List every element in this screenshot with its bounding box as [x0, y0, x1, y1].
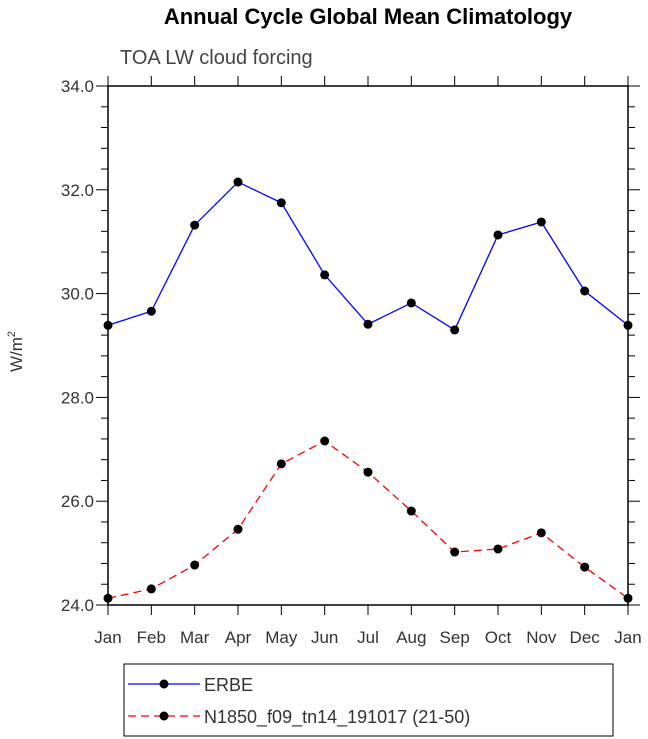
- legend-marker: [159, 711, 169, 721]
- data-point: [536, 217, 546, 227]
- series-line-0: [107, 181, 629, 331]
- chart-title: Annual Cycle Global Mean Climatology: [164, 4, 573, 29]
- data-point: [580, 562, 590, 572]
- data-point: [363, 319, 373, 329]
- x-tick-label: May: [265, 628, 298, 647]
- y-tick-label: 26.0: [61, 492, 94, 511]
- data-point: [493, 230, 503, 240]
- x-tick-label: Jan: [614, 628, 641, 647]
- y-tick-label: 24.0: [61, 596, 94, 615]
- data-point: [450, 547, 460, 557]
- data-point: [406, 506, 416, 516]
- data-point: [276, 198, 286, 208]
- x-tick-label: Jan: [94, 628, 121, 647]
- legend-label: ERBE: [204, 675, 253, 695]
- x-tick-label: Jun: [311, 628, 338, 647]
- legend-box: [123, 663, 614, 737]
- data-point: [233, 524, 243, 534]
- x-tick-label: Feb: [137, 628, 166, 647]
- data-point: [623, 593, 633, 603]
- x-tick-label: Jul: [357, 628, 379, 647]
- data-point: [320, 436, 330, 446]
- data-point: [580, 286, 590, 296]
- data-point: [190, 560, 200, 570]
- data-point: [103, 320, 113, 330]
- y-axis-label: W/m2: [6, 331, 26, 372]
- x-tick-label: Sep: [440, 628, 470, 647]
- legend-marker: [159, 679, 169, 689]
- data-point: [450, 325, 460, 335]
- y-tick-label: 30.0: [61, 285, 94, 304]
- x-tick-label: Nov: [526, 628, 557, 647]
- data-point: [623, 320, 633, 330]
- data-point: [406, 298, 416, 308]
- y-tick-label: 28.0: [61, 388, 94, 407]
- data-point: [190, 220, 200, 230]
- data-point: [276, 459, 286, 469]
- plot-frame: [107, 85, 629, 606]
- data-point: [146, 306, 156, 316]
- legend-label: N1850_f09_tn14_191017 (21-50): [204, 707, 470, 728]
- data-point: [233, 177, 243, 187]
- x-tick-label: Mar: [180, 628, 210, 647]
- x-tick-label: Aug: [396, 628, 426, 647]
- data-point: [363, 467, 373, 477]
- data-point: [536, 528, 546, 538]
- data-point: [320, 270, 330, 280]
- y-tick-label: 32.0: [61, 181, 94, 200]
- series-line-1: [107, 440, 629, 599]
- data-point: [493, 544, 503, 554]
- chart-subtitle: TOA LW cloud forcing: [120, 47, 313, 69]
- x-tick-label: Oct: [485, 628, 512, 647]
- x-tick-label: Dec: [570, 628, 601, 647]
- x-tick-label: Apr: [225, 628, 252, 647]
- data-point: [103, 593, 113, 603]
- data-point: [146, 584, 156, 594]
- y-tick-label: 34.0: [61, 77, 94, 96]
